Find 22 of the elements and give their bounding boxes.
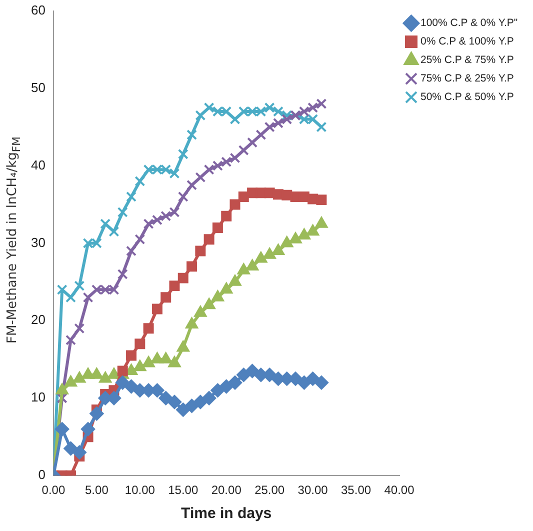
y-tick-label: 10 <box>30 390 46 405</box>
legend-label: 0% C.P & 100% Y.P <box>420 36 514 48</box>
x-tick-label: 5.00 <box>85 483 109 498</box>
x-tick-label: 10.00 <box>124 483 156 498</box>
legend-label: 50% C.P & 50% Y.P <box>420 91 514 104</box>
legend-label: 25% C.P & 75% Y.P <box>420 54 514 66</box>
y-tick-label: 30 <box>30 234 46 250</box>
legend-label: 75% C.P & 25% Y.P <box>420 72 514 85</box>
x-tick-label: 15.00 <box>168 483 198 498</box>
x-axis-title: Time in days <box>181 505 272 522</box>
x-tick-label: 25.00 <box>254 483 285 498</box>
y-tick-label: 20 <box>30 312 46 328</box>
x-tick-label: 20.00 <box>211 483 242 498</box>
y-tick-label: 0 <box>38 467 46 482</box>
x-tick-label: 30.00 <box>298 483 328 498</box>
legend-label: 100% C.P & 0% Y.P" <box>420 17 518 30</box>
x-tick-label: 0.00 <box>42 483 66 498</box>
y-tick-label: 40 <box>30 157 46 172</box>
x-tick-label: 40.00 <box>384 483 415 498</box>
x-tick-label: 35.00 <box>341 483 372 498</box>
y-tick-label: 50 <box>30 80 46 95</box>
y-tick-label: 60 <box>30 2 46 18</box>
